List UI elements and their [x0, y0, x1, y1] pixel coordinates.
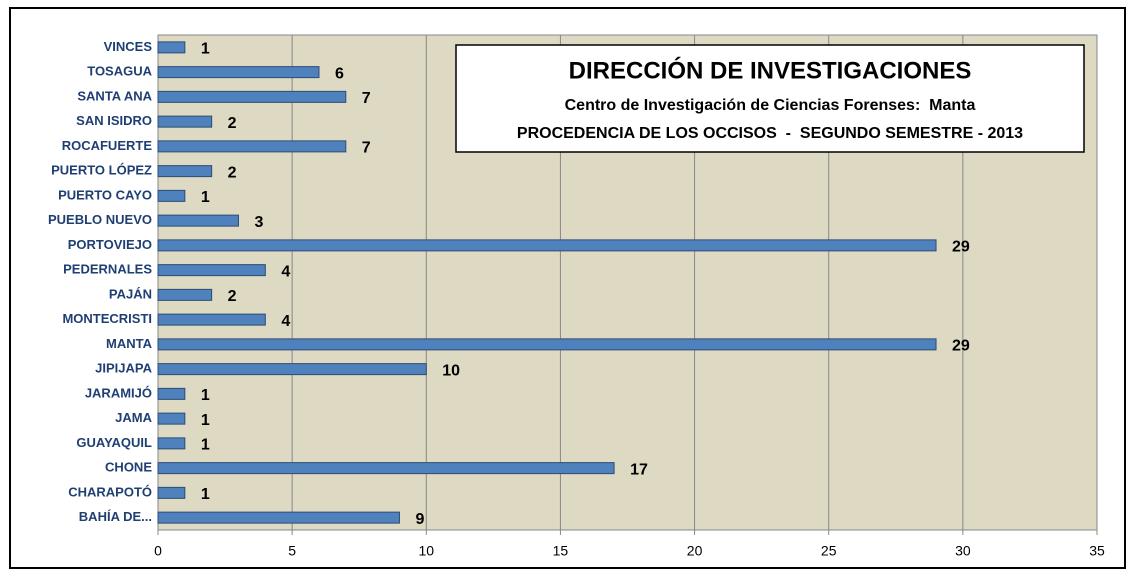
- y-tick-label: CHARAPOTÓ: [68, 484, 152, 499]
- y-tick-label: PAJÁN: [109, 286, 152, 301]
- bar: [157, 140, 347, 153]
- bar: [157, 313, 266, 326]
- chart-subtitle: PROCEDENCIA DE LOS OCCISOS - SEGUNDO SEM…: [517, 125, 1023, 142]
- bar: [157, 264, 266, 277]
- data-label: 2: [228, 115, 237, 132]
- data-label: 6: [335, 65, 344, 82]
- y-tick-label: SANTA ANA: [77, 88, 152, 103]
- x-tick-label: 20: [687, 543, 703, 559]
- x-tick-label: 25: [821, 543, 837, 559]
- x-tick-label: 30: [955, 543, 971, 559]
- title-box: [455, 44, 1085, 153]
- bar: [157, 363, 427, 376]
- data-label: 29: [952, 239, 970, 256]
- bar: [157, 288, 213, 301]
- data-label: 1: [201, 486, 210, 503]
- bar: [157, 214, 239, 227]
- bar: [157, 437, 186, 450]
- y-tick-label: VINCES: [104, 39, 153, 54]
- data-label: 1: [201, 387, 210, 404]
- y-tick-label: JIPIJAPA: [95, 361, 152, 376]
- chart-title: DIRECCIÓN DE INVESTIGACIONES: [569, 56, 972, 84]
- data-label: 1: [201, 189, 210, 206]
- data-label: 4: [281, 263, 290, 280]
- y-tick-label: MANTA: [106, 336, 153, 351]
- y-tick-label: PUERTO LÓPEZ: [51, 163, 152, 178]
- y-tick-label: PUERTO CAYO: [58, 187, 152, 202]
- y-tick-label: PUEBLO NUEVO: [48, 212, 152, 227]
- x-tick-label: 5: [288, 543, 296, 559]
- y-tick-label: BAHÍA DE...: [79, 509, 152, 524]
- bar: [157, 90, 347, 103]
- chart-subtitle: Centro de Investigación de Ciencias Fore…: [565, 97, 976, 114]
- bar: [157, 165, 213, 178]
- data-label: 4: [281, 313, 290, 330]
- y-tick-label: PEDERNALES: [63, 262, 152, 277]
- bar: [157, 387, 186, 400]
- y-tick-label: JAMA: [115, 410, 152, 425]
- y-tick-label: CHONE: [105, 460, 152, 475]
- data-label: 2: [228, 164, 237, 181]
- y-tick-label: ROCAFUERTE: [62, 138, 153, 153]
- data-label: 29: [952, 338, 970, 355]
- bar: [157, 66, 320, 79]
- data-label: 17: [630, 461, 648, 478]
- data-label: 3: [254, 214, 263, 231]
- bar: [157, 486, 186, 499]
- y-tick-label: MONTECRISTI: [62, 311, 152, 326]
- y-tick-label: GUAYAQUIL: [76, 435, 152, 450]
- x-tick-label: 0: [154, 543, 162, 559]
- bar: [157, 189, 186, 202]
- bar: [157, 338, 937, 351]
- x-tick-label: 35: [1089, 543, 1105, 559]
- data-label: 7: [362, 140, 371, 157]
- bar: [157, 511, 400, 524]
- bar: [157, 115, 213, 128]
- data-label: 2: [228, 288, 237, 305]
- bar: [157, 412, 186, 425]
- data-label: 1: [201, 41, 210, 58]
- x-tick-label: 10: [418, 543, 434, 559]
- y-tick-label: SAN ISIDRO: [76, 113, 152, 128]
- bars: [157, 41, 937, 524]
- data-label: 1: [201, 412, 210, 429]
- data-label: 10: [442, 362, 460, 379]
- data-label: 9: [415, 511, 424, 528]
- bar: [157, 462, 615, 475]
- bar: [157, 239, 937, 252]
- y-tick-label: TOSAGUA: [87, 64, 152, 79]
- bar: [157, 41, 186, 54]
- data-label: 1: [201, 437, 210, 454]
- x-tick-label: 15: [553, 543, 569, 559]
- data-label: 7: [362, 90, 371, 107]
- y-tick-label: JARAMIJÓ: [85, 385, 152, 400]
- y-tick-label: PORTOVIEJO: [68, 237, 152, 252]
